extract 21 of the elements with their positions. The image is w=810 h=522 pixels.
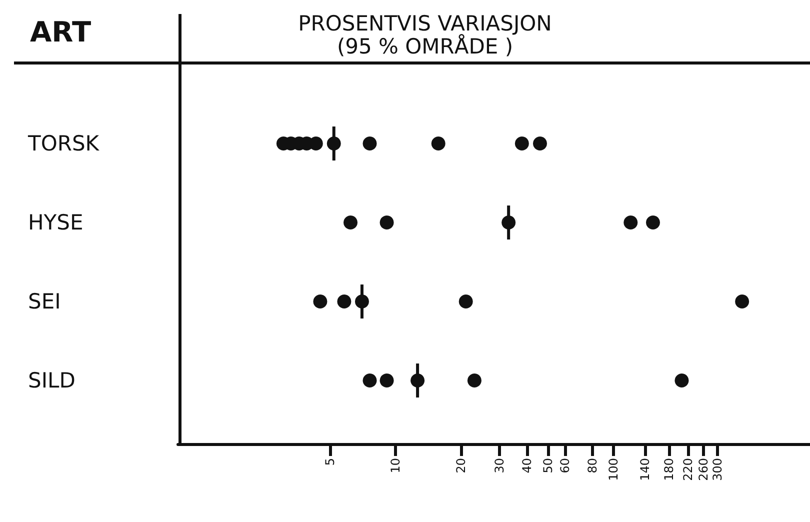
x-tick-label: 60 <box>558 458 572 474</box>
x-tick-label: 20 <box>454 458 468 474</box>
y-tick-label: HYSE <box>28 210 84 234</box>
x-tick-label: 30 <box>492 458 507 474</box>
y-tick-label: TORSK <box>27 132 100 156</box>
x-tick-label: 220 <box>680 458 695 481</box>
x-tick-label: 50 <box>540 458 555 474</box>
y-tick-label: SILD <box>28 368 76 392</box>
x-tick-label: 180 <box>662 458 676 481</box>
x-tick-label: 10 <box>388 458 403 474</box>
x-tick-label: 80 <box>585 458 600 474</box>
chart-title: PROSENTVIS VARIASJON <box>298 12 552 36</box>
chart-subtitle: (95 % OMRÅDE ) <box>336 34 514 58</box>
y-axis-title: ART <box>30 16 92 48</box>
x-tick-label: 40 <box>520 458 534 474</box>
x-tick-label: 140 <box>638 458 652 481</box>
x-tick-label: 300 <box>710 458 724 481</box>
x-tick-label: 5 <box>323 458 338 466</box>
x-tick-label: 100 <box>606 458 620 481</box>
y-tick-label: SEI <box>28 290 61 314</box>
x-tick-label: 260 <box>696 458 711 481</box>
